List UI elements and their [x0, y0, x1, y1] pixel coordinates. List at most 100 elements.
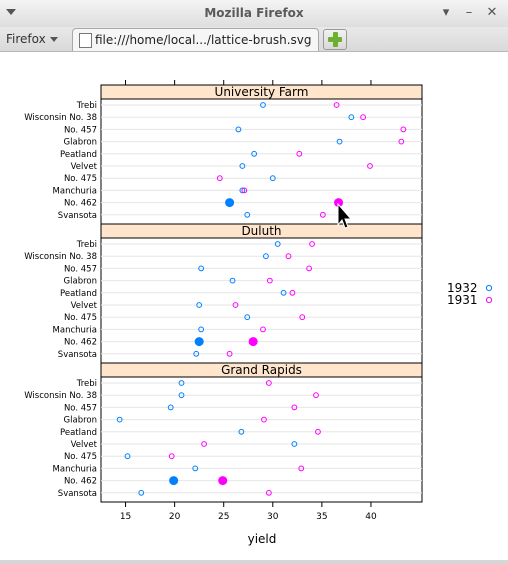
point-1931[interactable] — [298, 465, 305, 472]
panel-frame — [100, 376, 423, 503]
firefox-menu-button[interactable]: Firefox — [6, 30, 58, 48]
point-1931[interactable] — [241, 187, 248, 194]
variety-label: Peatland — [60, 428, 97, 438]
legend-marker-1931 — [485, 296, 493, 304]
variety-label: Velvet — [71, 301, 98, 311]
point-1932[interactable] — [239, 187, 246, 194]
point-1931[interactable] — [291, 404, 298, 411]
point-1931-highlighted[interactable] — [248, 337, 258, 347]
point-1931[interactable] — [319, 211, 326, 218]
point-1931[interactable] — [265, 380, 272, 386]
variety-label: Svansota — [58, 211, 97, 221]
panel-frame — [100, 98, 423, 225]
point-1931[interactable] — [296, 150, 303, 157]
point-1931[interactable] — [306, 265, 313, 272]
variety-label: No. 475 — [64, 174, 97, 184]
point-1932[interactable] — [274, 241, 281, 247]
point-1932[interactable] — [263, 253, 269, 260]
strip-label: Duluth — [241, 224, 281, 238]
point-1931[interactable] — [260, 326, 266, 333]
point-1932[interactable] — [244, 314, 251, 321]
legend-label-1931: 1931 — [447, 293, 478, 307]
point-1931[interactable] — [261, 416, 267, 423]
variety-label: Wisconsin No. 38 — [24, 113, 97, 123]
point-1931[interactable] — [266, 277, 273, 284]
point-1932[interactable] — [124, 453, 131, 460]
point-1931[interactable] — [313, 392, 319, 399]
page-icon — [79, 33, 92, 48]
variety-label: No. 457 — [64, 125, 97, 135]
point-1932[interactable] — [269, 175, 276, 182]
x-axis: 15 20 25 30 35 40 — [120, 80, 377, 522]
point-1932[interactable] — [167, 404, 174, 411]
variety-label: No. 457 — [64, 403, 97, 413]
point-1931[interactable] — [400, 126, 407, 133]
strip-label: University Farm — [215, 85, 309, 99]
variety-label: Trebi — [76, 379, 97, 389]
point-1931[interactable] — [299, 314, 306, 321]
point-1932[interactable] — [348, 114, 355, 121]
point-1931-highlighted[interactable] — [218, 476, 228, 486]
window-menu-icon[interactable] — [6, 9, 16, 15]
point-1932[interactable] — [178, 392, 185, 399]
point-1931[interactable] — [309, 241, 315, 247]
strip-label: Grand Rapids — [221, 363, 302, 377]
point-1932[interactable] — [251, 150, 258, 157]
point-1932[interactable] — [178, 380, 185, 386]
point-1932[interactable] — [196, 302, 203, 308]
point-1932[interactable] — [280, 289, 287, 296]
variety-label: No. 457 — [64, 264, 97, 274]
point-1932[interactable] — [244, 211, 251, 218]
lattice-dotplot: University Farm Trebi Wisconsin No. 38 No. … — [24, 80, 493, 546]
panel-frame — [100, 237, 423, 364]
point-1932[interactable] — [336, 138, 343, 145]
point-1932-highlighted[interactable] — [169, 476, 179, 486]
variety-label: Velvet — [71, 162, 98, 172]
close-button[interactable]: ✕ — [486, 5, 498, 20]
point-1931[interactable] — [333, 102, 340, 108]
point-1931[interactable] — [265, 489, 272, 496]
x-tick-label: 35 — [316, 512, 327, 522]
point-1932[interactable] — [138, 489, 145, 496]
variety-label: Velvet — [71, 440, 98, 450]
point-1931[interactable] — [398, 138, 405, 145]
point-1932[interactable] — [192, 465, 199, 472]
point-1931[interactable] — [201, 441, 207, 447]
point-1932[interactable] — [291, 441, 298, 447]
point-1931[interactable] — [232, 302, 239, 308]
point-1932[interactable] — [116, 416, 123, 423]
point-1932-highlighted[interactable] — [194, 337, 204, 347]
point-1932[interactable] — [198, 265, 205, 272]
minimize-button[interactable]: ▾ — [442, 5, 450, 20]
point-1932[interactable] — [229, 277, 236, 284]
variety-label: No. 462 — [64, 477, 97, 487]
point-1931[interactable] — [285, 253, 292, 260]
tab-lattice-brush[interactable]: file:///home/local.../lattice-brush.svg — [72, 28, 319, 51]
point-1932[interactable] — [260, 102, 266, 108]
point-1931[interactable] — [168, 453, 175, 460]
point-1932[interactable] — [198, 326, 205, 333]
x-tick-label: 30 — [267, 512, 279, 522]
new-tab-button[interactable] — [323, 29, 347, 50]
point-1931[interactable] — [226, 350, 233, 357]
x-axis-label: yield — [248, 532, 277, 546]
point-1932[interactable] — [193, 350, 200, 357]
point-1931[interactable] — [315, 428, 321, 435]
firefox-menu-label: Firefox — [6, 32, 46, 46]
restore-button[interactable]: – — [465, 5, 473, 20]
variety-label: Svansota — [58, 489, 97, 499]
x-tick-label: 40 — [365, 512, 377, 522]
variety-label: Manchuria — [53, 325, 97, 335]
point-1931[interactable] — [367, 163, 373, 169]
point-1932[interactable] — [238, 428, 245, 435]
point-1931[interactable] — [216, 175, 223, 182]
x-tick-label: 20 — [169, 512, 181, 522]
title-bar[interactable]: Mozilla Firefox ▾ – ✕ — [0, 0, 508, 28]
point-1932-highlighted[interactable] — [225, 198, 235, 208]
variety-label: No. 475 — [64, 452, 97, 462]
point-1932[interactable] — [239, 163, 246, 169]
point-1931[interactable] — [360, 114, 367, 121]
point-1931[interactable] — [289, 289, 296, 296]
point-1932[interactable] — [235, 126, 242, 133]
dropdown-arrow-icon — [49, 37, 58, 42]
